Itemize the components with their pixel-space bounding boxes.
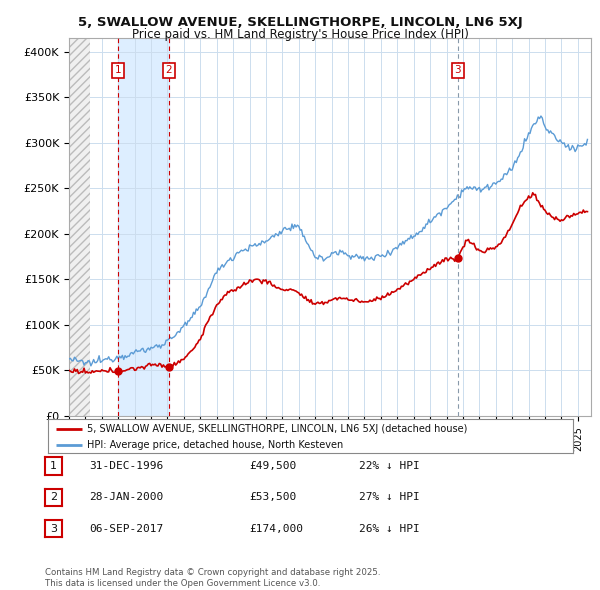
Text: 28-JAN-2000: 28-JAN-2000: [89, 493, 163, 502]
Text: 27% ↓ HPI: 27% ↓ HPI: [359, 493, 419, 502]
Text: 3: 3: [50, 524, 57, 533]
Text: 06-SEP-2017: 06-SEP-2017: [89, 524, 163, 533]
Text: 5, SWALLOW AVENUE, SKELLINGTHORPE, LINCOLN, LN6 5XJ (detached house): 5, SWALLOW AVENUE, SKELLINGTHORPE, LINCO…: [88, 424, 468, 434]
Text: Contains HM Land Registry data © Crown copyright and database right 2025.
This d: Contains HM Land Registry data © Crown c…: [45, 568, 380, 588]
Text: 26% ↓ HPI: 26% ↓ HPI: [359, 524, 419, 533]
Text: Price paid vs. HM Land Registry's House Price Index (HPI): Price paid vs. HM Land Registry's House …: [131, 28, 469, 41]
Text: 3: 3: [454, 65, 461, 76]
Text: 1: 1: [50, 461, 57, 471]
Bar: [118, 38, 169, 416]
Bar: [69, 38, 91, 416]
Text: 1: 1: [115, 65, 122, 76]
Text: 5, SWALLOW AVENUE, SKELLINGTHORPE, LINCOLN, LN6 5XJ: 5, SWALLOW AVENUE, SKELLINGTHORPE, LINCO…: [77, 16, 523, 29]
Text: 2: 2: [50, 493, 57, 502]
Text: 31-DEC-1996: 31-DEC-1996: [89, 461, 163, 471]
Text: 2: 2: [166, 65, 172, 76]
Text: £49,500: £49,500: [249, 461, 296, 471]
Text: HPI: Average price, detached house, North Kesteven: HPI: Average price, detached house, Nort…: [88, 440, 344, 450]
Text: £174,000: £174,000: [249, 524, 303, 533]
Text: £53,500: £53,500: [249, 493, 296, 502]
Text: 22% ↓ HPI: 22% ↓ HPI: [359, 461, 419, 471]
